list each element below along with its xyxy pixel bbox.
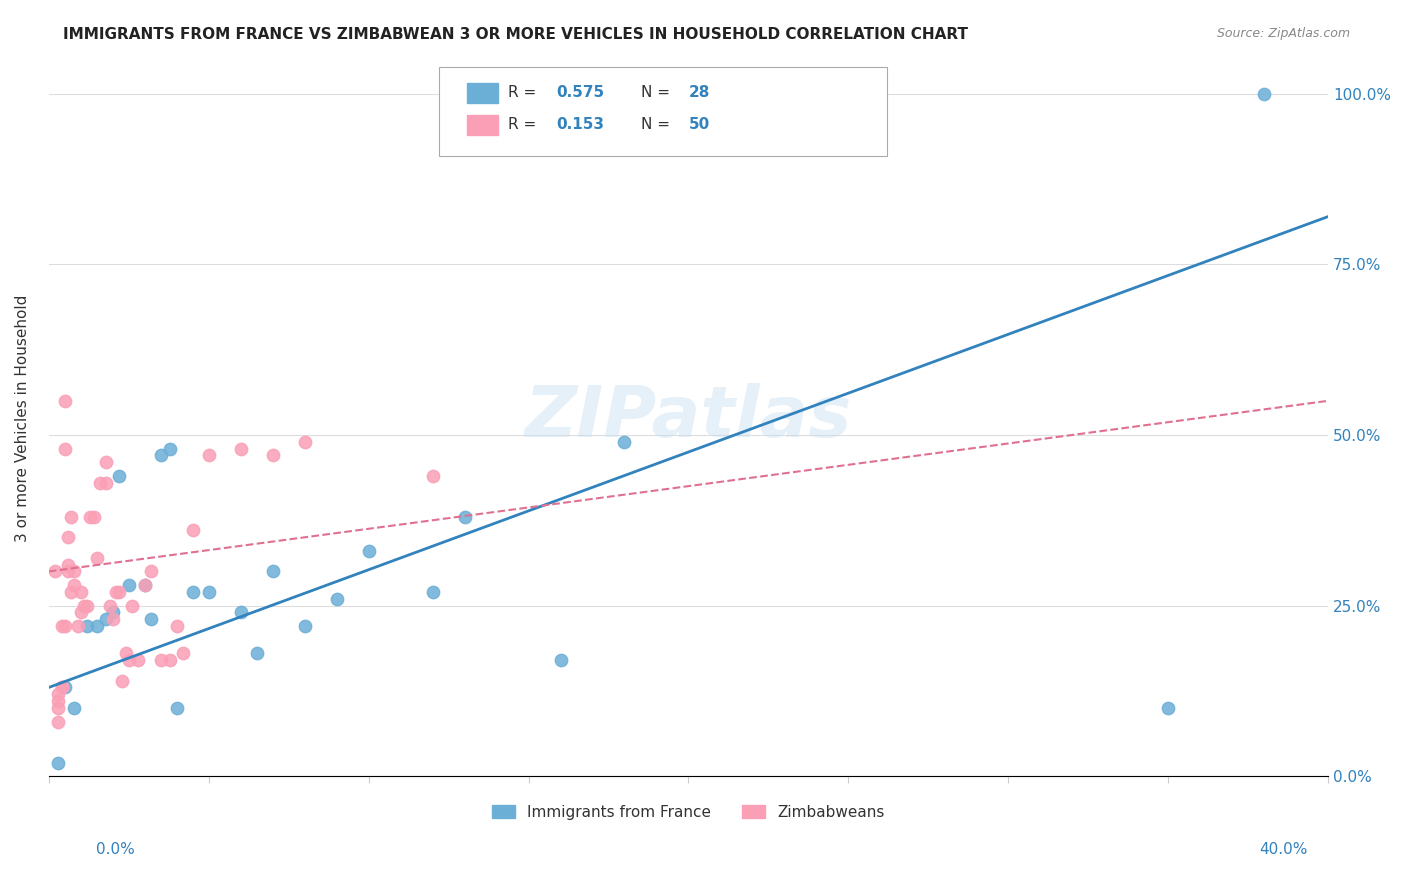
Point [127, 653, 149, 667]
Text: R =: R = [508, 118, 541, 132]
Point [294, 434, 316, 449]
Text: 28: 28 [689, 85, 710, 100]
Point [96, 475, 118, 490]
Point [63, 578, 86, 592]
Text: 0.0%: 0.0% [96, 842, 135, 856]
Point [149, 653, 172, 667]
Point [229, 606, 252, 620]
Point [197, 585, 219, 599]
Point [139, 565, 162, 579]
Point [53, 681, 76, 695]
Point [89, 475, 111, 490]
Point [166, 619, 188, 633]
Point [134, 578, 156, 592]
Point [101, 606, 124, 620]
Point [166, 701, 188, 715]
FancyBboxPatch shape [467, 115, 498, 135]
Point [60, 509, 83, 524]
Text: 0.575: 0.575 [557, 85, 605, 100]
Point [613, 434, 636, 449]
Point [108, 585, 131, 599]
Point [1253, 87, 1275, 101]
Point [63, 565, 86, 579]
Point [262, 449, 284, 463]
FancyBboxPatch shape [439, 67, 887, 156]
Point [63, 701, 86, 715]
Point [44, 565, 66, 579]
Point [121, 599, 143, 613]
Point [46, 701, 69, 715]
Point [51, 619, 73, 633]
Point [181, 524, 204, 538]
Point [149, 449, 172, 463]
Point [422, 585, 444, 599]
Point [86, 550, 108, 565]
Point [118, 653, 141, 667]
Point [294, 619, 316, 633]
Point [56, 558, 79, 572]
Point [76, 599, 98, 613]
Point [172, 646, 194, 660]
Point [46, 714, 69, 729]
Point [86, 619, 108, 633]
Point [46, 687, 69, 701]
Point [60, 585, 83, 599]
Point [139, 612, 162, 626]
Point [453, 509, 475, 524]
Text: 40.0%: 40.0% [1260, 842, 1308, 856]
Text: IMMIGRANTS FROM FRANCE VS ZIMBABWEAN 3 OR MORE VEHICLES IN HOUSEHOLD CORRELATION: IMMIGRANTS FROM FRANCE VS ZIMBABWEAN 3 O… [63, 27, 969, 42]
Point [53, 619, 76, 633]
Point [46, 756, 69, 770]
Point [357, 544, 380, 558]
Point [98, 599, 121, 613]
Point [197, 449, 219, 463]
Legend: Immigrants from France, Zimbabweans: Immigrants from France, Zimbabweans [486, 798, 890, 826]
Point [51, 681, 73, 695]
Point [56, 530, 79, 544]
Point [111, 673, 134, 688]
Text: 0.153: 0.153 [557, 118, 605, 132]
Point [108, 469, 131, 483]
Point [53, 442, 76, 456]
Point [262, 565, 284, 579]
Point [53, 393, 76, 408]
FancyBboxPatch shape [467, 83, 498, 103]
Point [181, 585, 204, 599]
Y-axis label: 3 or more Vehicles in Household: 3 or more Vehicles in Household [15, 294, 30, 541]
Point [114, 646, 136, 660]
Point [66, 619, 89, 633]
Point [229, 442, 252, 456]
Text: Source: ZipAtlas.com: Source: ZipAtlas.com [1216, 27, 1350, 40]
Point [96, 612, 118, 626]
Point [550, 653, 572, 667]
Point [69, 606, 91, 620]
Point [118, 578, 141, 592]
Text: N =: N = [641, 85, 675, 100]
Text: R =: R = [508, 85, 541, 100]
Point [83, 509, 105, 524]
Point [159, 442, 181, 456]
Point [46, 694, 69, 708]
Text: ZIPatlas: ZIPatlas [524, 384, 852, 452]
Point [246, 646, 269, 660]
Point [56, 565, 79, 579]
Point [104, 585, 127, 599]
Point [79, 509, 101, 524]
Point [325, 591, 347, 606]
Point [51, 681, 73, 695]
Text: N =: N = [641, 118, 675, 132]
Point [1157, 701, 1180, 715]
Point [134, 578, 156, 592]
Point [69, 585, 91, 599]
Point [101, 612, 124, 626]
Point [73, 599, 96, 613]
Point [96, 455, 118, 469]
Point [422, 469, 444, 483]
Text: 50: 50 [689, 118, 710, 132]
Point [76, 619, 98, 633]
Point [159, 653, 181, 667]
